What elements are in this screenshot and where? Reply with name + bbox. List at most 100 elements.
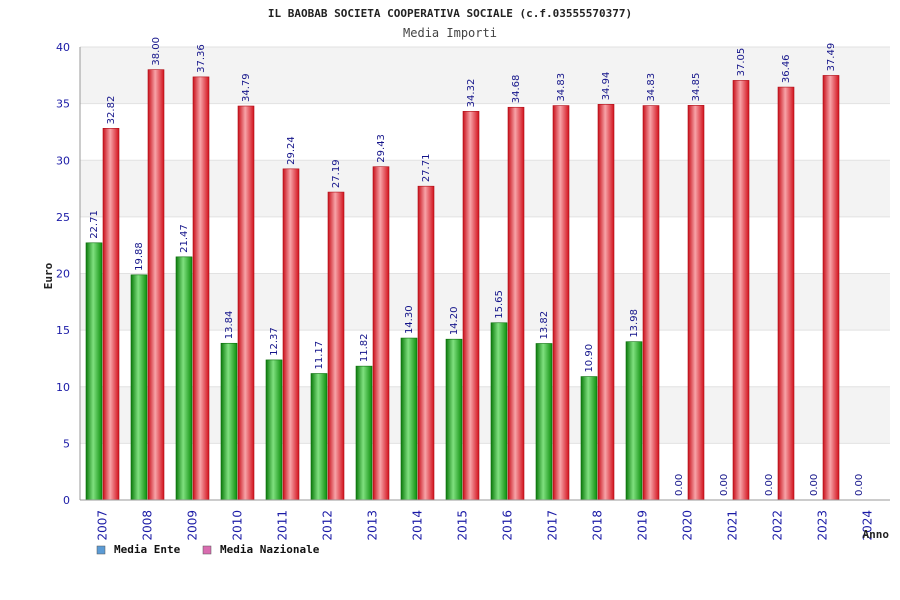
bar-media-ente-2014 xyxy=(400,337,418,501)
bar-media-nazionale-2017 xyxy=(552,105,570,501)
x-tick-label: 2014 xyxy=(411,510,425,541)
data-label-media-ente-2007: 22.71 xyxy=(89,210,100,239)
data-label-media-nazionale-2018: 34.94 xyxy=(601,72,612,101)
bar-media-nazionale-2021 xyxy=(732,80,750,501)
data-label-media-nazionale-2010: 34.79 xyxy=(241,73,252,102)
chart-title: IL BAOBAB SOCIETA COOPERATIVA SOCIALE (c… xyxy=(268,7,632,20)
x-tick-label: 2012 xyxy=(321,510,335,541)
bar-media-nazionale-2018 xyxy=(597,104,615,501)
y-tick-label: 15 xyxy=(56,324,70,337)
x-tick-label: 2007 xyxy=(96,510,110,541)
legend-label-media-nazionale: Media Nazionale xyxy=(220,543,320,556)
data-label-media-nazionale-2009: 37.36 xyxy=(196,44,207,73)
x-tick-label: 2013 xyxy=(366,510,380,541)
plot-band xyxy=(80,47,890,104)
data-label-media-nazionale-2019: 34.83 xyxy=(646,73,657,102)
legend: Media Ente Media Nazionale xyxy=(96,543,320,556)
data-label-media-ente-2018: 10.90 xyxy=(584,344,595,373)
data-label-media-ente-2016: 15.65 xyxy=(494,290,505,319)
x-tick-label: 2022 xyxy=(771,510,785,541)
data-label-media-nazionale-2013: 29.43 xyxy=(376,134,387,163)
data-label-media-nazionale-2022: 36.46 xyxy=(781,54,792,83)
y-tick-label: 5 xyxy=(63,437,70,450)
data-label-media-nazionale-2014: 27.71 xyxy=(421,154,432,183)
bar-media-ente-2013 xyxy=(355,365,373,501)
data-label-media-nazionale-2020: 34.85 xyxy=(691,73,702,102)
data-label-media-ente-2020: 0.00 xyxy=(674,474,685,496)
bar-media-nazionale-2023 xyxy=(822,75,840,501)
bar-media-ente-2019 xyxy=(625,341,643,501)
legend-swatch-media-ente xyxy=(96,545,106,555)
data-label-media-ente-2008: 19.88 xyxy=(134,242,145,271)
data-label-media-nazionale-2017: 34.83 xyxy=(556,73,567,102)
data-label-media-ente-2010: 13.84 xyxy=(224,311,235,340)
x-tick-label: 2011 xyxy=(276,510,290,541)
y-tick-label: 20 xyxy=(56,268,70,281)
plot-band xyxy=(80,160,890,217)
plot-band xyxy=(80,273,890,331)
x-tick-label: 2023 xyxy=(816,510,830,541)
data-label-media-nazionale-2021: 37.05 xyxy=(736,48,747,77)
bar-media-ente-2010 xyxy=(220,342,238,501)
bar-media-ente-2015 xyxy=(445,338,463,501)
data-label-media-ente-2013: 11.82 xyxy=(359,333,370,362)
y-tick-label: 40 xyxy=(56,41,70,54)
bar-media-nazionale-2012 xyxy=(327,191,345,501)
bar-media-nazionale-2014 xyxy=(417,185,435,501)
bar-media-ente-2011 xyxy=(265,359,283,501)
x-tick-label: 2015 xyxy=(456,510,470,541)
data-label-media-ente-2021: 0.00 xyxy=(719,474,730,496)
data-label-media-ente-2014: 14.30 xyxy=(404,305,415,334)
data-label-media-nazionale-2012: 27.19 xyxy=(331,159,342,188)
bar-media-ente-2017 xyxy=(535,343,553,501)
x-tick-label: 2010 xyxy=(231,510,245,541)
bar-media-nazionale-2010 xyxy=(237,105,255,501)
chart-subtitle: Media Importi xyxy=(403,26,497,40)
bar-media-nazionale-2013 xyxy=(372,166,390,501)
x-tick-label: 2009 xyxy=(186,510,200,541)
data-label-media-nazionale-2016: 34.68 xyxy=(511,75,522,104)
y-axis-ticks: 0 5 10 15 20 25 30 35 40 xyxy=(56,41,70,507)
bar-media-nazionale-2016 xyxy=(507,106,525,501)
x-axis-ticks: 2007 2008 2009 2010 2011 2012 2013 2014 2015 2016… xyxy=(96,510,875,541)
data-label-media-ente-2012: 11.17 xyxy=(314,341,325,370)
bars xyxy=(85,69,840,501)
data-labels: 22.71 32.82 19.88 38.00 21.47 37.36 13.84 34.79… xyxy=(89,37,865,496)
legend-label-media-ente: Media Ente xyxy=(114,543,181,556)
y-tick-label: 35 xyxy=(56,98,70,111)
bar-media-nazionale-2011 xyxy=(282,168,300,501)
data-label-media-ente-2024: 0.00 xyxy=(854,474,865,496)
bar-media-ente-2016 xyxy=(490,322,508,501)
bar-media-ente-2007 xyxy=(85,242,103,501)
y-tick-label: 0 xyxy=(63,494,70,507)
data-label-media-nazionale-2011: 29.24 xyxy=(286,136,297,165)
data-label-media-ente-2023: 0.00 xyxy=(809,474,820,496)
x-tick-label: 2020 xyxy=(681,510,695,541)
plot-band xyxy=(80,216,890,274)
bar-media-ente-2012 xyxy=(310,373,328,501)
bar-media-nazionale-2007 xyxy=(102,128,120,501)
bar-media-nazionale-2009 xyxy=(192,76,210,501)
plot-background xyxy=(80,47,890,500)
plot-band xyxy=(80,330,890,387)
data-label-media-nazionale-2007: 32.82 xyxy=(106,96,117,125)
data-label-media-nazionale-2008: 38.00 xyxy=(151,37,162,66)
bar-media-nazionale-2008 xyxy=(147,69,165,501)
bar-media-ente-2018 xyxy=(580,376,598,501)
plot-band xyxy=(80,103,890,161)
legend-swatch-media-nazionale xyxy=(202,545,212,555)
data-label-media-ente-2009: 21.47 xyxy=(179,224,190,253)
data-label-media-ente-2011: 12.37 xyxy=(269,327,280,356)
x-tick-label: 2021 xyxy=(726,510,740,541)
plot-band xyxy=(80,386,890,444)
data-label-media-ente-2019: 13.98 xyxy=(629,309,640,338)
x-tick-label: 2017 xyxy=(546,510,560,541)
bar-media-nazionale-2022 xyxy=(777,86,795,501)
bar-media-ente-2008 xyxy=(130,274,148,501)
bar-media-nazionale-2015 xyxy=(462,111,480,501)
y-tick-label: 10 xyxy=(56,381,70,394)
x-tick-label: 2019 xyxy=(636,510,650,541)
data-label-media-ente-2015: 14.20 xyxy=(449,307,460,336)
x-tick-label: 2016 xyxy=(501,510,515,541)
